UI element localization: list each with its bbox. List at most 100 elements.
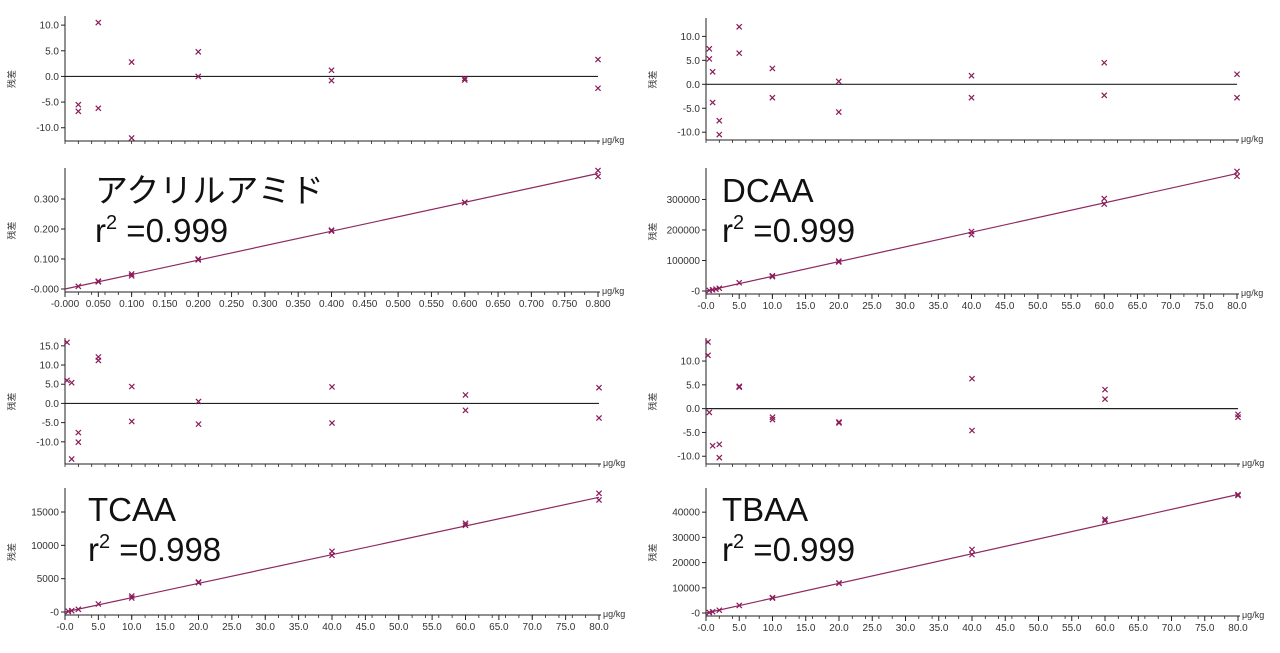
data-point [835,109,842,116]
data-point [716,131,723,138]
data-point-stroke [128,592,135,600]
data-point [736,384,743,391]
data-point [594,167,602,174]
x-tick-label: 55.0 [1062,623,1082,634]
data-point [195,421,202,428]
data-point [709,99,716,106]
x-tick-label: 35.0 [929,623,949,634]
r-squared-exponent: 2 [733,531,744,553]
data-point [128,134,135,142]
x-tick-label: 45.0 [995,301,1015,312]
y-tick-label: -5.0 [42,98,60,109]
y-tick-label: 0.0 [686,80,700,91]
r-squared-number: =0.999 [744,531,855,568]
data-point [1101,92,1108,99]
r-squared-symbol: r [722,212,733,249]
x-tick-label: 0.550 [419,299,444,310]
data-point-stroke [968,72,975,79]
data-point-stroke [328,77,335,84]
x-unit-label: μg/kg [1241,134,1263,144]
data-point-stroke [95,357,102,364]
x-tick-label: 10.0 [763,623,783,634]
data-point [328,228,335,235]
data-point-stroke [716,117,723,124]
x-tick-label: 15.0 [796,301,816,312]
data-point [328,548,336,555]
data-point-stroke [835,419,843,426]
dcaa-calibration-panel: 300000 200000 100000 -0 -0.0 5.0 10.0 15.0 20.0 2… [647,168,1263,312]
r-squared-value: r2 =0.999 [722,212,855,249]
data-point [716,285,723,292]
x-tick-label: 40.0 [962,623,982,634]
data-point [1234,492,1242,499]
x-tick-label: 60.0 [1095,623,1115,634]
y-axis-label: 残差 [647,392,658,410]
data-point-stroke [716,607,723,614]
r-squared-exponent: 2 [733,212,744,234]
y-tick-label: 10.0 [40,361,60,372]
x-tick-label: 15.0 [155,622,175,633]
x-unit-label: μg/kg [1242,458,1264,468]
data-point [835,579,843,587]
data-point-stroke [769,272,776,279]
data-point [328,383,336,390]
data-point [835,78,842,85]
data-point-stroke [1101,517,1109,524]
data-point-stroke [716,131,723,138]
data-point [75,108,82,115]
y-tick-label: -0.000 [31,285,60,296]
x-tick-label: 65.0 [1128,301,1148,312]
data-point [1101,517,1109,524]
y-tick-label: 100000 [667,256,701,267]
y-tick-label: 40000 [672,508,700,519]
data-point-stroke [704,352,712,359]
x-unit-label: μg/kg [602,135,624,145]
x-unit-label: μg/kg [602,286,624,296]
data-point [95,278,102,285]
r-squared-symbol: r [722,531,733,568]
data-point-stroke [1233,168,1241,175]
r-squared-symbol: r [95,212,106,249]
data-point [328,227,335,234]
data-point-stroke [769,273,776,280]
data-point [128,270,135,278]
x-tick-label: 10.0 [763,301,783,312]
x-tick-label: 0.350 [286,299,311,310]
data-point [716,454,723,461]
data-point [706,55,713,62]
data-point [595,490,603,497]
x-tick-label: 0.300 [252,299,277,310]
data-point [968,427,976,434]
data-point-stroke [461,75,468,82]
data-point-stroke [63,339,71,346]
data-point [968,94,975,101]
data-point [75,283,82,290]
dcaa-residual-panel: 10.0 5.0 0.0 -5.0 -10.0 μg/kg 残差 [647,18,1263,144]
data-point-stroke [835,109,842,116]
data-point-stroke [769,594,776,601]
data-point-stroke [1101,59,1108,66]
data-point-stroke [195,578,202,586]
data-point [68,456,75,463]
r-squared-number: =0.999 [117,212,228,249]
x-unit-label: μg/kg [1242,610,1264,620]
data-point-stroke [769,65,776,72]
x-tick-label: 75.0 [556,622,576,633]
x-tick-label: 20.0 [189,622,209,633]
compound-name: アクリルアミド [95,172,324,209]
y-tick-label: -0 [50,608,59,619]
x-tick-label: 15.0 [796,623,816,634]
data-point [1101,195,1108,202]
data-point-stroke [968,546,976,553]
x-tick-label: 60.0 [456,622,476,633]
data-point-stroke [706,409,713,416]
x-tick-label: 45.0 [356,622,376,633]
data-point-stroke [835,418,843,425]
data-point-stroke [595,496,603,504]
data-point-stroke [1101,195,1108,202]
data-point-stroke [1234,491,1242,498]
x-tick-label: 5.0 [91,622,105,633]
data-point-stroke [716,285,723,292]
x-tick-label: 80.0 [1227,301,1247,312]
